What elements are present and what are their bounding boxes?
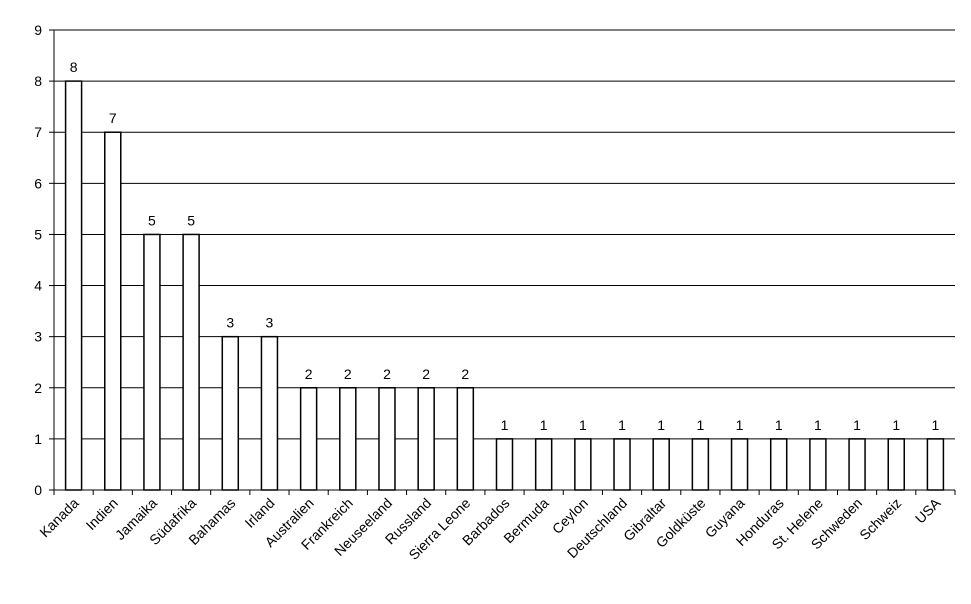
bar-15: [652, 438, 670, 491]
data-label: 5: [187, 212, 195, 228]
bars: [64, 80, 945, 491]
bar-0: [64, 80, 83, 491]
bar-2: [143, 233, 161, 491]
data-label: 3: [226, 315, 234, 331]
bar-16: [691, 438, 710, 491]
data-label: 1: [540, 417, 548, 433]
data-label: 2: [305, 366, 313, 382]
bar-5: [260, 335, 279, 491]
bar-17: [730, 438, 749, 491]
data-label: 1: [696, 417, 704, 433]
data-labels: 8 7 5 5 3 3 2 2 2 2 2 1 1 1 1 1 1 1 1 1 1 1 1: [70, 59, 940, 433]
y-tick-label: 4: [34, 278, 42, 294]
bar-7: [339, 387, 357, 491]
bar-9: [417, 387, 435, 491]
data-label: 1: [932, 417, 940, 433]
bar-20: [848, 438, 866, 491]
y-tick-label: 2: [34, 380, 42, 396]
data-label: 2: [344, 366, 352, 382]
gridlines: [54, 29, 955, 440]
x-tick-label: USA: [912, 494, 944, 526]
data-label: 1: [775, 417, 783, 433]
bar-13: [574, 438, 592, 491]
x-tick-label: Schweiz: [856, 495, 904, 543]
y-tick-label: 8: [34, 73, 42, 89]
data-label: 2: [422, 366, 430, 382]
y-tick-label: 9: [34, 22, 42, 38]
bar-6: [299, 387, 318, 491]
data-label: 1: [736, 417, 744, 433]
y-tick-label: 6: [34, 175, 42, 191]
data-label: 3: [266, 315, 274, 331]
y-tick-label: 7: [34, 124, 42, 140]
bar-3: [182, 233, 200, 491]
bar-14: [613, 438, 631, 491]
data-label: 1: [853, 417, 861, 433]
bar-21: [887, 438, 905, 491]
y-tick-label: 3: [34, 329, 42, 345]
bar-1: [104, 131, 122, 491]
bar-18: [769, 438, 788, 491]
data-label: 5: [148, 212, 156, 228]
y-tick-label: 0: [34, 482, 42, 498]
data-label: 1: [892, 417, 900, 433]
axes: [53, 30, 956, 495]
y-axis-ticks: 0 1 2 3 4 5 6 7 8 9: [34, 22, 54, 498]
data-label: 1: [618, 417, 626, 433]
data-label: 1: [501, 417, 509, 433]
data-label: 1: [579, 417, 587, 433]
x-tick-label: Irland: [241, 495, 277, 531]
bar-4: [221, 335, 240, 491]
bar-8: [378, 387, 396, 491]
data-label: 2: [383, 366, 391, 382]
bar-12: [534, 438, 553, 491]
y-tick-label: 5: [34, 226, 42, 242]
y-tick-label: 1: [34, 431, 42, 447]
bar-19: [809, 438, 827, 491]
bar-11: [495, 438, 514, 491]
data-label: 7: [109, 110, 117, 126]
data-label: 1: [657, 417, 665, 433]
bar-10: [456, 387, 475, 491]
data-label: 8: [70, 59, 78, 75]
data-label: 2: [461, 366, 469, 382]
data-label: 1: [814, 417, 822, 433]
x-tick-label: Kanada: [36, 495, 82, 541]
bar-22: [926, 438, 945, 491]
